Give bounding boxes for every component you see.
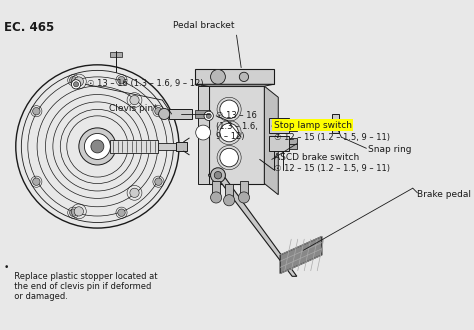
Bar — [209, 86, 264, 183]
Circle shape — [130, 95, 139, 105]
Text: Pedal bracket: Pedal bracket — [173, 21, 235, 30]
Circle shape — [118, 77, 125, 84]
Circle shape — [73, 82, 79, 87]
Circle shape — [238, 192, 249, 203]
Polygon shape — [280, 236, 322, 274]
Circle shape — [155, 178, 162, 185]
Bar — [169, 109, 192, 118]
Circle shape — [220, 100, 238, 118]
Circle shape — [70, 77, 77, 84]
Circle shape — [74, 77, 83, 86]
Circle shape — [33, 108, 40, 115]
Text: EC. 465: EC. 465 — [4, 21, 54, 34]
Text: ☉ 12 – 15 (1.2 – 1.5, 9 – 11): ☉ 12 – 15 (1.2 – 1.5, 9 – 11) — [273, 164, 390, 173]
Text: Clevis pin*: Clevis pin* — [109, 104, 158, 113]
Bar — [332, 114, 339, 133]
Circle shape — [220, 148, 238, 167]
Circle shape — [118, 209, 125, 216]
Circle shape — [220, 123, 238, 142]
Circle shape — [155, 108, 162, 115]
Circle shape — [210, 168, 226, 182]
Polygon shape — [264, 86, 278, 195]
Text: •: • — [4, 263, 9, 272]
Text: Stop lamp switch: Stop lamp switch — [273, 120, 352, 130]
Text: Replace plastic stopper located at
  the end of clevis pin if deformed
  or dama: Replace plastic stopper located at the e… — [9, 272, 158, 302]
Bar — [158, 143, 176, 150]
Text: Brake pedal: Brake pedal — [418, 190, 472, 199]
Polygon shape — [209, 174, 297, 276]
Circle shape — [332, 119, 339, 127]
Circle shape — [204, 111, 213, 120]
Circle shape — [214, 172, 222, 179]
Bar — [226, 183, 233, 200]
Bar — [290, 138, 297, 144]
Bar — [212, 181, 220, 197]
Circle shape — [210, 192, 222, 203]
Bar — [240, 181, 247, 197]
Circle shape — [74, 207, 83, 216]
Circle shape — [91, 140, 104, 153]
Bar — [176, 142, 187, 151]
Circle shape — [210, 69, 226, 84]
Bar — [290, 119, 297, 125]
Bar — [290, 125, 297, 131]
Circle shape — [224, 195, 235, 206]
Text: ASCD brake switch: ASCD brake switch — [273, 153, 359, 162]
Circle shape — [206, 113, 211, 118]
Bar — [110, 52, 121, 57]
Text: Snap ring: Snap ring — [368, 145, 412, 154]
Text: 9 – 12): 9 – 12) — [216, 132, 245, 141]
Circle shape — [130, 188, 139, 197]
Circle shape — [70, 209, 77, 216]
Text: ☉ 12 – 15 (1.2 – 1.5, 9 – 11): ☉ 12 – 15 (1.2 – 1.5, 9 – 11) — [273, 133, 390, 142]
Text: (1.3 – 1.6,: (1.3 – 1.6, — [216, 121, 258, 131]
Polygon shape — [195, 69, 273, 84]
Circle shape — [196, 125, 210, 140]
Bar — [195, 110, 210, 118]
Text: ☉ 13 – 16: ☉ 13 – 16 — [216, 111, 257, 120]
Circle shape — [239, 72, 248, 82]
Bar — [110, 140, 158, 153]
Polygon shape — [195, 84, 273, 86]
Bar — [269, 118, 290, 133]
Bar — [269, 136, 290, 151]
Circle shape — [33, 178, 40, 185]
Bar — [198, 86, 209, 183]
Bar — [290, 144, 297, 149]
Circle shape — [159, 109, 170, 119]
Circle shape — [84, 133, 110, 159]
Circle shape — [79, 128, 116, 165]
Circle shape — [72, 80, 81, 89]
Text: ☉ 13 – 16 (1.3 – 1.6, 9 – 12): ☉ 13 – 16 (1.3 – 1.6, 9 – 12) — [87, 79, 204, 88]
